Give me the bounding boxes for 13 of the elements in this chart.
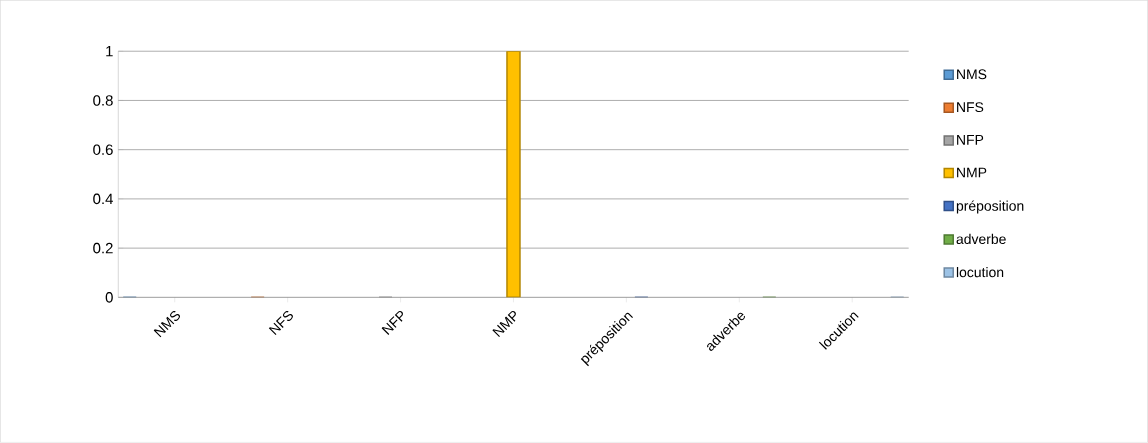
y-tick-label: 0 (105, 292, 113, 303)
legend-label: préposition (956, 200, 1024, 214)
y-tick-label: 1 (106, 46, 113, 57)
legend-label: adverbe (956, 233, 1006, 245)
legend-label: NMS (957, 69, 987, 80)
legend-label: locution (956, 267, 1004, 278)
legend-label: NFS (957, 102, 984, 113)
y-tick-label: 0.6 (93, 144, 113, 156)
y-tick-label: 0.2 (93, 243, 113, 254)
y-tick-label: 0.8 (93, 95, 113, 106)
y-tick-label: 0.4 (93, 193, 113, 205)
legend-label: NFP (957, 135, 984, 145)
legend-label: NMP (957, 167, 987, 178)
